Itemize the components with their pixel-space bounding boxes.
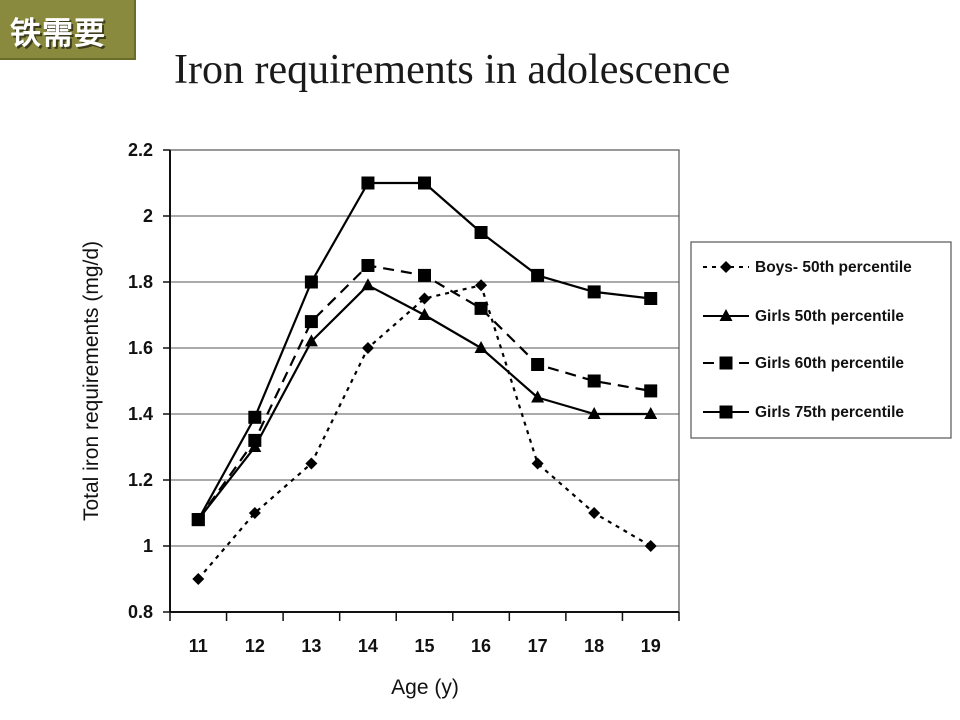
data-point-diamond [248,507,261,519]
x-tick-label: 18 [584,636,604,656]
x-tick-label: 17 [528,636,548,656]
data-point-diamond [531,457,544,470]
y-tick-label: 1.8 [128,272,153,292]
badge-label: 铁需要 [10,16,106,52]
legend-box [690,241,952,439]
data-point-diamond [418,292,431,305]
tick-labels: 0.8 1 1.2 1.4 1.6 1.8 2 2.2 11 12 13 14 15 16 17 18 19 [128,140,661,656]
data-point-square [191,513,205,527]
data-point-triangle [531,390,545,403]
data-point-square [248,410,262,424]
legend-entry: Boys- 50th percentile [703,259,912,276]
data-point-square [474,301,488,315]
data-point-square [361,259,375,272]
y-tick-label: 1 [143,536,153,556]
y-tick-label: 2 [143,206,153,226]
data-point-square [248,433,262,447]
data-point-square [304,315,318,329]
x-tick-label: 19 [641,636,661,656]
series-layer [191,176,658,585]
legend-label: Girls 60th percentile [755,355,904,372]
x-tick-label: 15 [414,636,434,656]
x-axis-title: Age (y) [391,676,459,699]
data-point-diamond [305,457,318,470]
data-point-square [418,268,431,282]
series-line [197,181,651,521]
data-point-square [587,285,601,299]
data-point-triangle [361,278,375,291]
y-axis-title: Total iron requirements (mg/d) [80,241,103,521]
data-point-square [361,176,375,190]
axis-ticks [163,149,680,621]
series-3 [191,259,658,527]
x-tick-label: 11 [189,636,208,656]
legend-entry: Girls 50th percentile [703,308,904,325]
series-line [197,284,652,580]
data-point-triangle [418,308,431,320]
gridlines [170,215,679,547]
legend-marker [719,309,733,321]
legend-entry: Girls 75th percentile [703,404,904,421]
y-tick-label: 2.2 [128,140,153,160]
data-point-square [531,268,545,282]
data-point-square [474,226,488,239]
data-point-diamond [588,507,601,519]
data-point-square [644,384,658,398]
x-tick-label: 14 [358,636,378,656]
series-4 [191,176,658,527]
series-1 [192,279,657,585]
legend: Boys- 50th percentile Girls 50th percenti… [703,259,912,421]
legend-marker [719,405,733,419]
legend-marker [720,261,732,273]
data-point-diamond [361,342,374,354]
data-point-square [644,292,658,305]
data-point-square [418,176,431,190]
y-tick-label: 0.8 [128,602,153,622]
data-point-triangle [587,407,601,419]
data-point-triangle [304,334,318,347]
legend-label: Girls 75th percentile [755,404,904,421]
data-point-diamond [644,540,657,552]
y-tick-label: 1.4 [128,404,153,424]
y-tick-label: 1.2 [128,470,153,490]
data-point-square [587,374,601,388]
data-point-square [304,275,318,289]
legend-entry: Girls 60th percentile [703,355,904,372]
plot-frame [169,149,680,613]
legend-marker [719,356,733,370]
series-line [197,284,651,521]
data-point-diamond [192,573,205,585]
data-point-diamond [475,279,488,292]
x-tick-label: 16 [471,636,491,656]
data-point-triangle [474,341,488,353]
page-title: Iron requirements in adolescence [174,47,731,93]
y-tick-label: 1.6 [128,338,153,358]
title-badge: 铁需要 [0,0,136,60]
legend-label: Girls 50th percentile [755,308,904,325]
legend-label: Boys- 50th percentile [755,259,912,276]
data-point-square [531,358,545,371]
x-tick-label: 12 [245,636,265,656]
data-point-triangle [644,407,658,419]
x-tick-label: 13 [301,636,321,656]
